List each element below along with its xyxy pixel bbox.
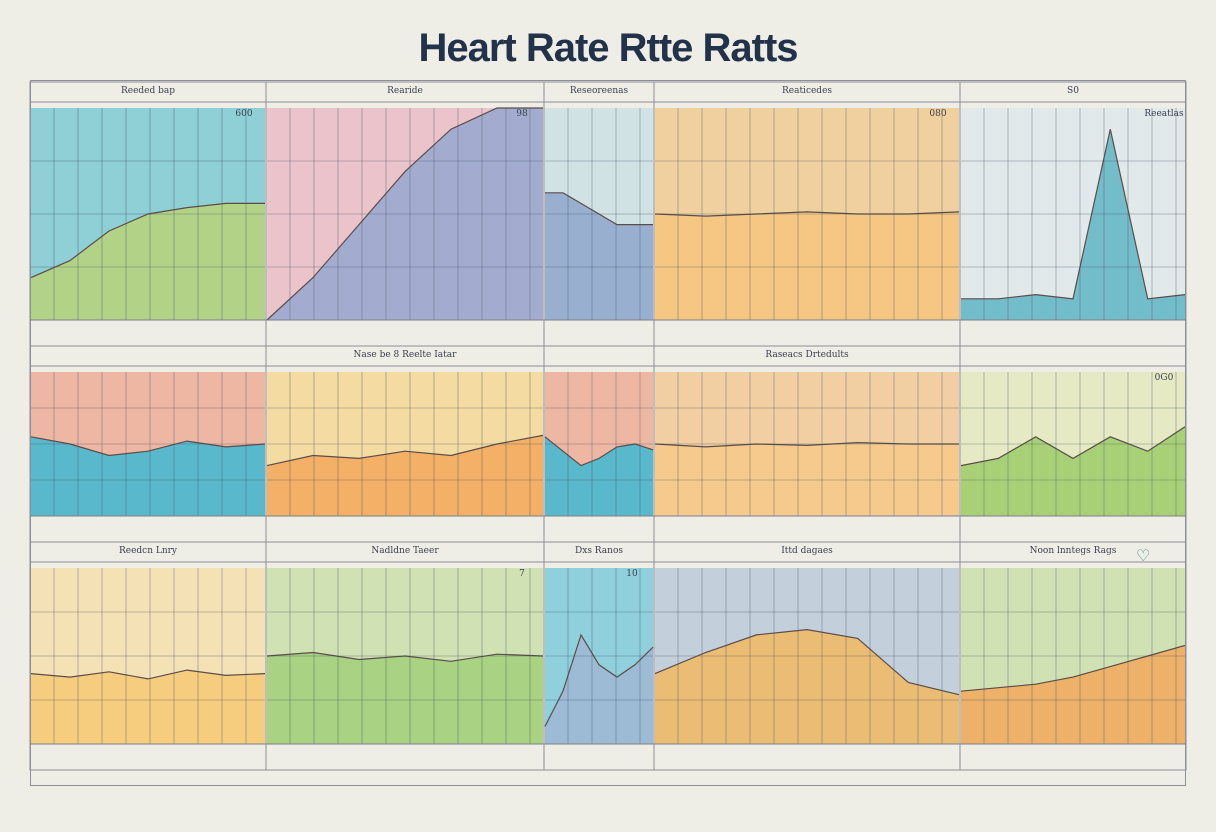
panel-label: Reedcn Lnry	[118, 546, 178, 556]
panel-corner-label: 7	[519, 569, 525, 579]
page-title: Heart Rate Rtte Ratts	[418, 26, 798, 70]
panel-area	[655, 442, 959, 516]
panel-trace-line	[654, 628, 960, 696]
panel-area	[655, 211, 959, 320]
panel-corner-label: 600	[235, 109, 253, 119]
panel-trace-line	[30, 202, 265, 279]
panel-trace-line	[960, 644, 1186, 692]
panel-label: Reseoreenas	[569, 86, 629, 96]
panel-area	[267, 108, 543, 320]
panel-area	[961, 426, 1185, 516]
panel-label: Reaticedes	[781, 86, 833, 96]
panel-corner-label: 080	[929, 109, 947, 119]
panel-area	[267, 435, 543, 516]
panel-wash	[961, 108, 1185, 320]
panel-area	[31, 670, 265, 744]
panel-area	[267, 652, 543, 744]
panel-trace-line	[961, 129, 1186, 300]
panel-corner-label: 0G0	[1154, 373, 1174, 383]
panel-area	[31, 203, 265, 320]
panel-area	[961, 129, 1185, 320]
panel-trace-line	[960, 426, 1186, 467]
panel-area	[961, 645, 1185, 744]
panel-corner-label: 10	[626, 569, 638, 579]
panel-label: Rearide	[387, 86, 423, 96]
panel-trace-line	[30, 436, 266, 457]
heart-icon: ♡	[1136, 548, 1151, 565]
panel-area	[545, 436, 653, 516]
panel-label: Dxs Ranos	[575, 546, 623, 556]
panel-trace-line	[544, 633, 654, 727]
panel-area	[545, 634, 653, 744]
panel-corner-label: Reeatlas	[1144, 109, 1184, 119]
panel-trace-line	[266, 434, 544, 467]
panel-trace-line	[266, 107, 543, 321]
panel-frame	[959, 541, 1187, 771]
panel-label: Noon lnntegs Rags	[1029, 546, 1117, 556]
panel-label: Reeded bap	[120, 86, 176, 96]
panel-area	[31, 436, 265, 516]
panel-area	[655, 629, 959, 744]
panel-label: Nadldne Taeer	[371, 546, 439, 556]
panel-label: S0	[1067, 86, 1079, 96]
panel-trace-line	[654, 211, 960, 217]
panel-trace-line	[266, 651, 544, 662]
panel-trace-line	[654, 441, 959, 448]
panel-label: Ittd dagaes	[781, 546, 833, 556]
panel-label: Raseacs Drtedults	[765, 350, 849, 360]
panel-trace-line	[545, 192, 653, 226]
panel-trace-line	[544, 436, 654, 467]
panel-corner-label: 98	[516, 109, 528, 119]
panel-label: Nase be 8 Reelte Iatar	[353, 350, 457, 360]
panel-trace-line	[30, 669, 266, 680]
